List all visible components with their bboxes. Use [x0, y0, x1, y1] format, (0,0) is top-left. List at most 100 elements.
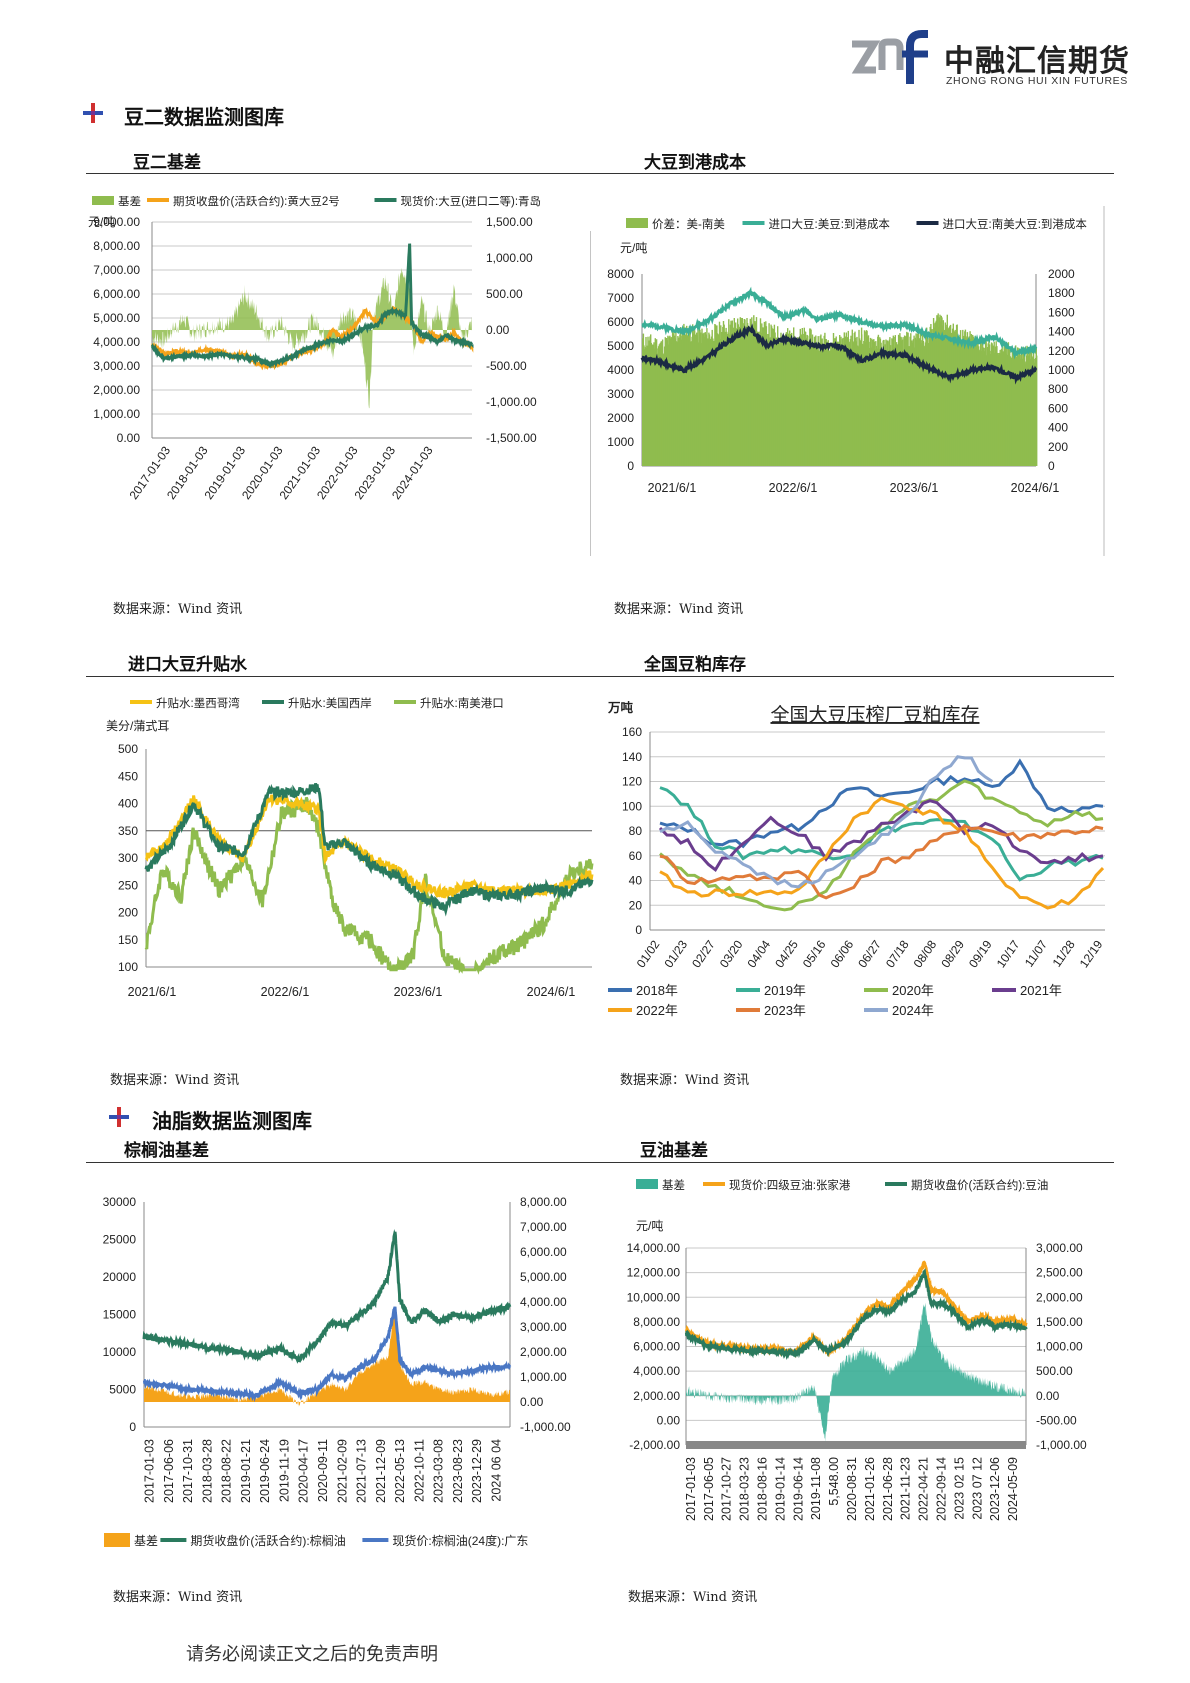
bar [941, 325, 944, 466]
bar [939, 321, 942, 466]
x-tick-label: 2021/6/1 [648, 481, 697, 495]
bar [1008, 354, 1010, 466]
y-tick-label: 30000 [103, 1195, 137, 1209]
y-tick-label: 7,000.00 [93, 263, 140, 277]
y-tick-label: 0.00 [486, 323, 510, 337]
x-tick-label: 2022/6/1 [769, 481, 818, 495]
brand-name-cn: 中融汇信期货 [944, 44, 1130, 79]
brand-name-en: ZHONG RONG HUI XIN FUTURES [946, 75, 1128, 87]
y-tick-label: 500.00 [1036, 1364, 1073, 1378]
bar [979, 349, 981, 466]
data-source-note: 数据来源：Wind 资讯 [113, 1590, 243, 1605]
data-source-note: 数据来源：Wind 资讯 [614, 602, 744, 617]
x-tick-label: 01/02 [634, 937, 663, 970]
bar [1036, 355, 1038, 466]
legend-label: 升贴水:美国西岸 [288, 696, 372, 710]
bar [963, 335, 965, 466]
x-tick-label: 2019-01-14 [773, 1457, 787, 1521]
x-tick-label: 03/20 [717, 937, 746, 970]
y-tick-label: 9,000.00 [93, 215, 140, 229]
bar [789, 334, 791, 466]
section-title-oil: 油脂数据监测图库 [152, 1109, 312, 1133]
bar [671, 343, 673, 466]
bar [725, 327, 727, 466]
bar [1006, 346, 1008, 466]
bar [891, 339, 894, 466]
bar [919, 343, 921, 466]
bar [737, 324, 739, 466]
bar [677, 336, 679, 466]
bar [743, 319, 745, 466]
legend-label: 2018年 [636, 983, 678, 998]
legend-label: 升贴水:南美港口 [420, 696, 504, 710]
bar [945, 327, 948, 466]
series-west-premium-line [144, 783, 594, 917]
bar [949, 324, 952, 466]
x-tick-label: 2017-10-27 [720, 1457, 734, 1521]
x-tick-label: 04/25 [772, 937, 801, 970]
y-tick-label: 1800 [1048, 286, 1075, 300]
x-tick-label: 2021-02-09 [335, 1439, 349, 1503]
bar [727, 333, 729, 466]
bar [996, 355, 999, 466]
x-tick-label: 06/27 [855, 937, 884, 970]
bar [947, 328, 950, 466]
x-tick-label: 2022-09-14 [934, 1457, 948, 1521]
x-tick-label: 2022-05-13 [393, 1439, 407, 1503]
bar [990, 342, 993, 466]
legend-label: 升贴水:墨西哥湾 [156, 696, 240, 710]
bar [764, 326, 766, 466]
y-tick-label: 6,000.00 [93, 287, 140, 301]
bar [876, 348, 878, 466]
bar [893, 347, 896, 466]
divider-line [86, 1162, 1114, 1163]
x-tick-label: 2018-03-23 [738, 1457, 752, 1521]
series-line [659, 758, 1104, 849]
y-tick-label: 60 [629, 849, 643, 863]
y-tick-label: 7000 [607, 291, 634, 305]
bar [741, 318, 743, 466]
series-spot-line [142, 1306, 512, 1403]
bar [661, 339, 664, 466]
y-tick-label: 15000 [103, 1308, 137, 1322]
y-tick-label: 300 [118, 851, 138, 865]
bar [799, 328, 801, 466]
bar [846, 348, 848, 466]
bar [866, 330, 868, 466]
bar [742, 329, 745, 466]
chart-soymeal-stock: 万吨 全国大豆压榨厂豆粕库存02040608010012014016001/020… [607, 700, 1106, 1018]
bar [684, 337, 687, 466]
y-tick-label: 0 [129, 1420, 136, 1434]
x-tick-label: 2023-12-29 [470, 1439, 484, 1503]
panel-title-soy-premium: 进口大豆升贴水 [128, 655, 247, 675]
y-axis-label: 美分/蒲式耳 [106, 719, 169, 733]
bar [787, 333, 789, 466]
series-us-cost-line [641, 286, 1038, 360]
x-tick-label: 2023-12-06 [988, 1457, 1002, 1521]
y-tick-label: 120 [622, 775, 642, 789]
x-tick-label: 09/19 [966, 937, 995, 970]
bar [863, 330, 866, 466]
y-tick-label: 25000 [103, 1233, 137, 1247]
y-tick-label: 5,000.00 [520, 1270, 567, 1284]
x-tick-label: 2021-01-26 [863, 1457, 877, 1521]
legend-label: 2023年 [764, 1003, 806, 1018]
y-tick-label: -1,000.00 [1036, 1438, 1087, 1452]
series-sa-premium-line [144, 796, 594, 975]
bar [686, 335, 689, 466]
bar [874, 349, 876, 466]
x-tick-label: 2019-11-08 [809, 1457, 823, 1520]
y-axis-label: 万吨 [607, 700, 634, 715]
y-tick-label: 1,500.00 [486, 215, 533, 229]
y-tick-label: 4000 [607, 363, 634, 377]
x-tick-label: 2024/6/1 [527, 985, 576, 999]
series-spread-bars [642, 313, 1038, 466]
bar [669, 335, 671, 466]
panel-title-soy2-basis: 豆二基差 [133, 153, 201, 173]
y-tick-label: 1,500.00 [1036, 1315, 1083, 1329]
y-tick-label: 160 [622, 725, 642, 739]
x-tick-label: 2019-06-14 [791, 1457, 805, 1521]
series-gulf-premium-line [144, 792, 594, 900]
x-tick-label: 01/23 [661, 937, 690, 970]
